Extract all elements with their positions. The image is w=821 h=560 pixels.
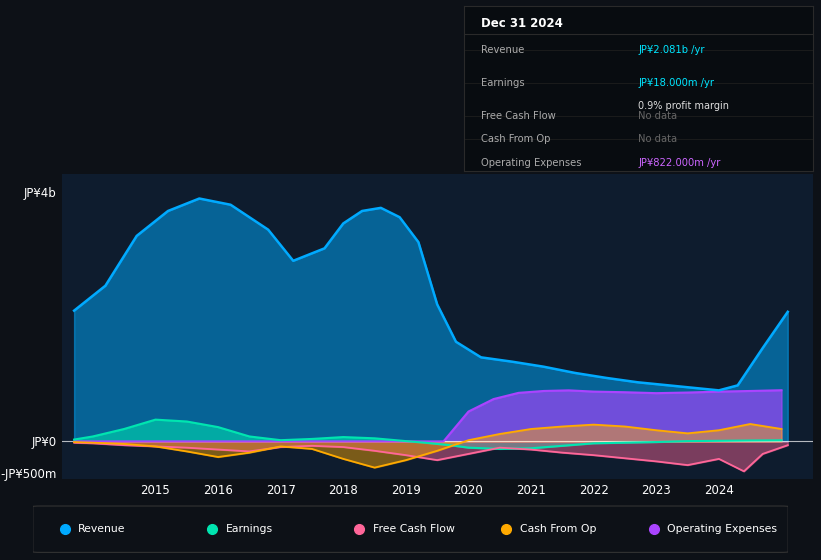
Text: No data: No data — [639, 134, 677, 144]
Text: Free Cash Flow: Free Cash Flow — [481, 111, 556, 122]
FancyBboxPatch shape — [33, 506, 788, 552]
Text: Dec 31 2024: Dec 31 2024 — [481, 17, 563, 30]
Text: Cash From Op: Cash From Op — [481, 134, 551, 144]
Text: No data: No data — [639, 111, 677, 122]
Text: Free Cash Flow: Free Cash Flow — [373, 524, 455, 534]
Text: Earnings: Earnings — [226, 524, 273, 534]
Text: JP¥822.000m /yr: JP¥822.000m /yr — [639, 157, 721, 167]
Text: Operating Expenses: Operating Expenses — [481, 157, 582, 167]
Text: Operating Expenses: Operating Expenses — [667, 524, 777, 534]
Text: Revenue: Revenue — [78, 524, 126, 534]
Text: Revenue: Revenue — [481, 45, 525, 55]
Text: JP¥2.081b /yr: JP¥2.081b /yr — [639, 45, 704, 55]
Text: JP¥18.000m /yr: JP¥18.000m /yr — [639, 78, 714, 88]
Text: 0.9% profit margin: 0.9% profit margin — [639, 101, 729, 111]
Text: Earnings: Earnings — [481, 78, 525, 88]
Text: Cash From Op: Cash From Op — [520, 524, 597, 534]
